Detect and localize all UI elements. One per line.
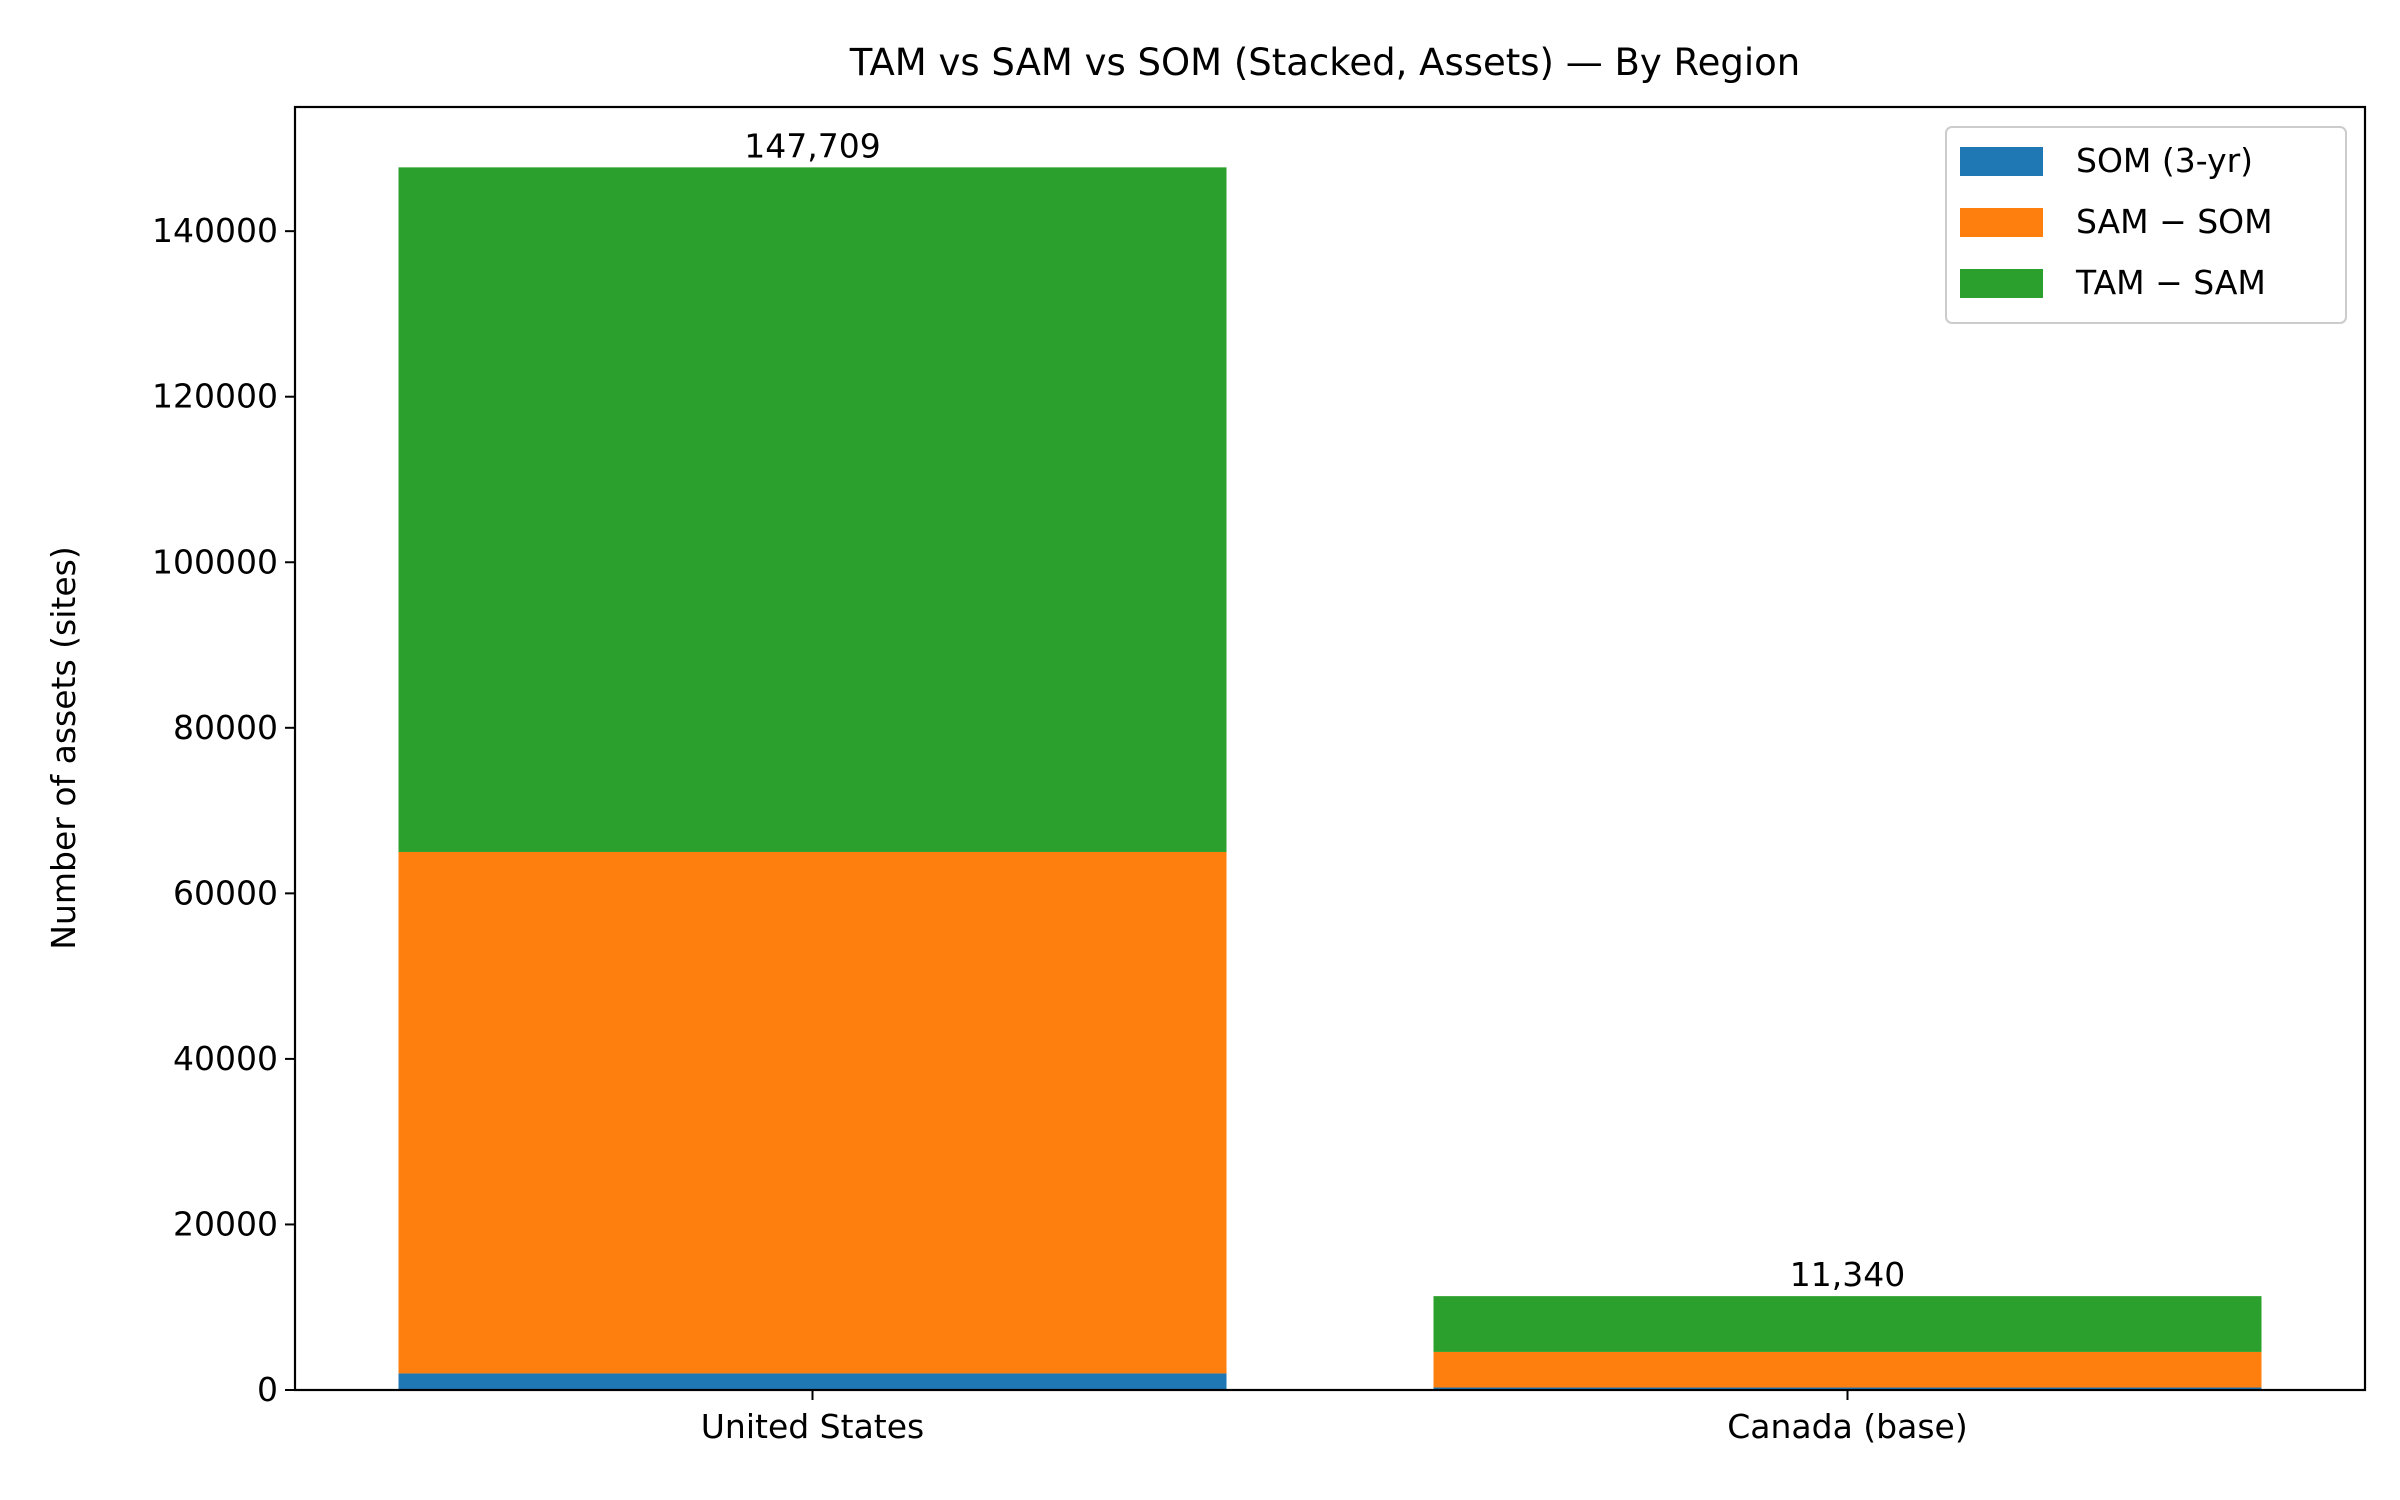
- y-tick-label: 80000: [173, 708, 278, 747]
- total-labels-group: 147,709 11,340: [744, 126, 1905, 1294]
- legend-swatch-som-3-yr: [1960, 147, 2043, 176]
- total-label-canada-base: 11,340: [1790, 1255, 1905, 1294]
- bars-group: [398, 167, 2262, 1390]
- total-label-united-states: 147,709: [744, 126, 880, 165]
- x-tick-label-united-states: United States: [701, 1407, 924, 1446]
- y-tick-label: 140000: [152, 211, 278, 250]
- x-axis: United States Canada (base): [701, 1390, 1968, 1446]
- y-tick-label: 0: [257, 1370, 278, 1409]
- bar-segment-canada-base-tam-sam: [1433, 1296, 2262, 1352]
- bar-segment-canada-base-som-3-yr: [1433, 1387, 2262, 1390]
- y-tick-label: 40000: [173, 1039, 278, 1078]
- legend-label-som-3-yr: SOM (3-yr): [2076, 141, 2253, 180]
- bar-segment-canada-base-sam-som: [1433, 1351, 2262, 1388]
- legend-swatch-sam-som: [1960, 208, 2043, 237]
- y-tick-label: 60000: [173, 873, 278, 912]
- legend-label-tam-sam: TAM − SAM: [2075, 263, 2266, 302]
- bar-segment-united-states-tam-sam: [398, 167, 1227, 852]
- legend-swatch-tam-sam: [1960, 269, 2043, 298]
- legend: SOM (3-yr) SAM − SOM TAM − SAM: [1945, 126, 2347, 324]
- y-tick-label: 100000: [152, 542, 278, 581]
- y-tick-label: 120000: [152, 377, 278, 416]
- y-axis: 0 20000 40000 60000 80000 100000 120000 140000: [152, 211, 295, 1409]
- bar-segment-united-states-sam-som: [398, 851, 1227, 1374]
- plot-frame: [293, 105, 2367, 1392]
- legend-label-sam-som: SAM − SOM: [2076, 202, 2273, 241]
- y-tick-label: 20000: [173, 1204, 278, 1243]
- bar-segment-united-states-som-3-yr: [398, 1373, 1227, 1390]
- legend-box: [1945, 126, 2347, 324]
- y-axis-label: Number of assets (sites): [44, 546, 83, 949]
- chart-title: TAM vs SAM vs SOM (Stacked, Assets) — By…: [849, 41, 1800, 84]
- x-tick-label-canada-base: Canada (base): [1727, 1407, 1967, 1446]
